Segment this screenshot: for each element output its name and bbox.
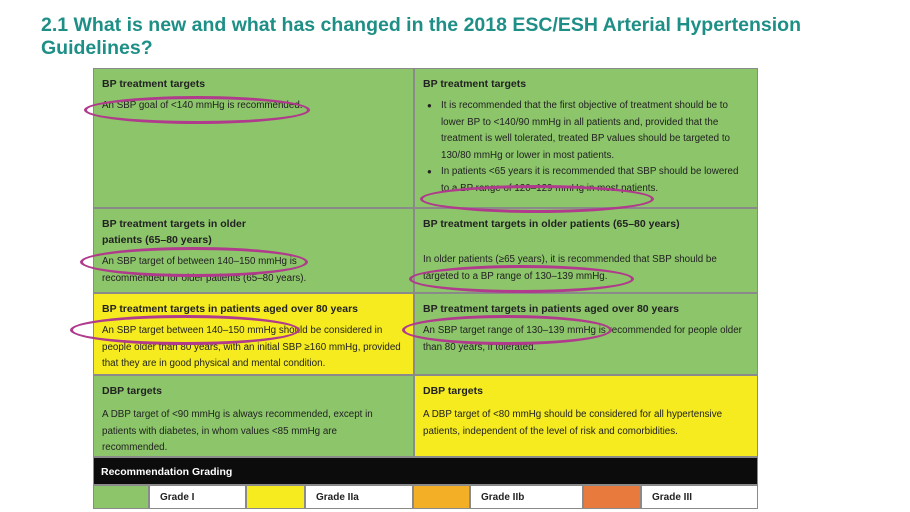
grading-title: Recommendation Grading [101, 466, 233, 478]
row2-right-heading: BP treatment targets in older patients (… [423, 218, 680, 230]
row4-right-cell: DBP targets A DBP target of <80 mmHg sho… [414, 375, 758, 457]
row1-right-text: It is recommended that the first objecti… [415, 92, 757, 197]
row4-right-text: A DBP target of <80 mmHg should be consi… [423, 409, 723, 437]
row1-right-bullets: It is recommended that the first objecti… [423, 98, 749, 197]
row4-left-text: A DBP target of <90 mmHg is always recom… [102, 409, 373, 453]
row1-left-heading: BP treatment targets [102, 78, 206, 90]
row4-right-heading: DBP targets [423, 385, 483, 397]
row1-right-cell: BP treatment targets It is recommended t… [414, 68, 758, 208]
guidelines-table: BP treatment targets An SBP goal of <140… [93, 68, 758, 509]
list-item: In patients <65 years it is recommended … [427, 164, 749, 197]
row4-left-cell: DBP targets A DBP target of <90 mmHg is … [93, 375, 414, 457]
grade-iii-swatch [583, 485, 641, 509]
grade-iib-swatch [413, 485, 470, 509]
grade-iia-swatch [246, 485, 305, 509]
row2-left-cell: BP treatment targets in older patients (… [93, 208, 414, 293]
grade-i-swatch [93, 485, 149, 509]
row3-left-heading: BP treatment targets in patients aged ov… [102, 303, 358, 315]
row3-left-text: An SBP target between 140–150 mmHg shoul… [102, 325, 401, 369]
list-item: It is recommended that the first objecti… [427, 98, 749, 164]
grade-i-label: Grade I [149, 485, 246, 509]
row3-right-cell: BP treatment targets in patients aged ov… [414, 293, 758, 375]
row1-left-cell: BP treatment targets An SBP goal of <140… [93, 68, 414, 208]
grade-iia-label: Grade IIa [305, 485, 413, 509]
grade-iib-label: Grade IIb [470, 485, 583, 509]
grading-header: Recommendation Grading [93, 457, 758, 485]
row3-right-text: An SBP target range of 130–139 mmHg is r… [423, 325, 742, 353]
row1-right-heading: BP treatment targets [423, 78, 527, 90]
page-title: 2.1 What is new and what has changed in … [41, 14, 801, 59]
row2-right-cell: BP treatment targets in older patients (… [414, 208, 758, 293]
row3-right-heading: BP treatment targets in patients aged ov… [423, 303, 679, 315]
row4-left-heading: DBP targets [102, 385, 162, 397]
grade-iii-label: Grade III [641, 485, 758, 509]
row1-left-text: An SBP goal of <140 mmHg is recommended. [102, 100, 303, 111]
row2-left-text: An SBP target of between 140–150 mmHg is… [102, 256, 307, 284]
row2-right-text: In older patients (≥65 years), it is rec… [423, 254, 717, 282]
row2-left-heading: BP treatment targets in older patients (… [102, 218, 246, 246]
row3-left-cell: BP treatment targets in patients aged ov… [93, 293, 414, 375]
